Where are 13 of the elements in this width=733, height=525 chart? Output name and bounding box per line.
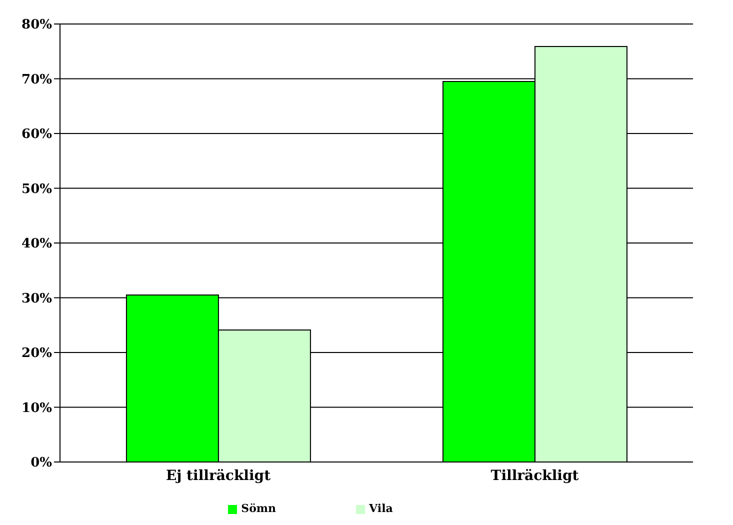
y-tick-label: 70%	[22, 72, 53, 88]
legend-label: Sömn	[241, 502, 276, 515]
y-tick-label: 30%	[22, 291, 53, 306]
x-tick-label: Ej tillräckligt	[166, 468, 272, 484]
x-tick-label: Tillräckligt	[490, 468, 580, 484]
y-tick-label: 0%	[30, 456, 53, 471]
y-tick-label: 50%	[22, 182, 53, 197]
y-tick-label: 40%	[22, 236, 53, 252]
y-tick-label: 10%	[22, 400, 53, 416]
legend-label: Vila	[369, 502, 393, 515]
y-tick-label: 20%	[22, 346, 53, 362]
y-tick-label: 60%	[22, 127, 53, 142]
y-tick-label: 80%	[22, 18, 53, 33]
